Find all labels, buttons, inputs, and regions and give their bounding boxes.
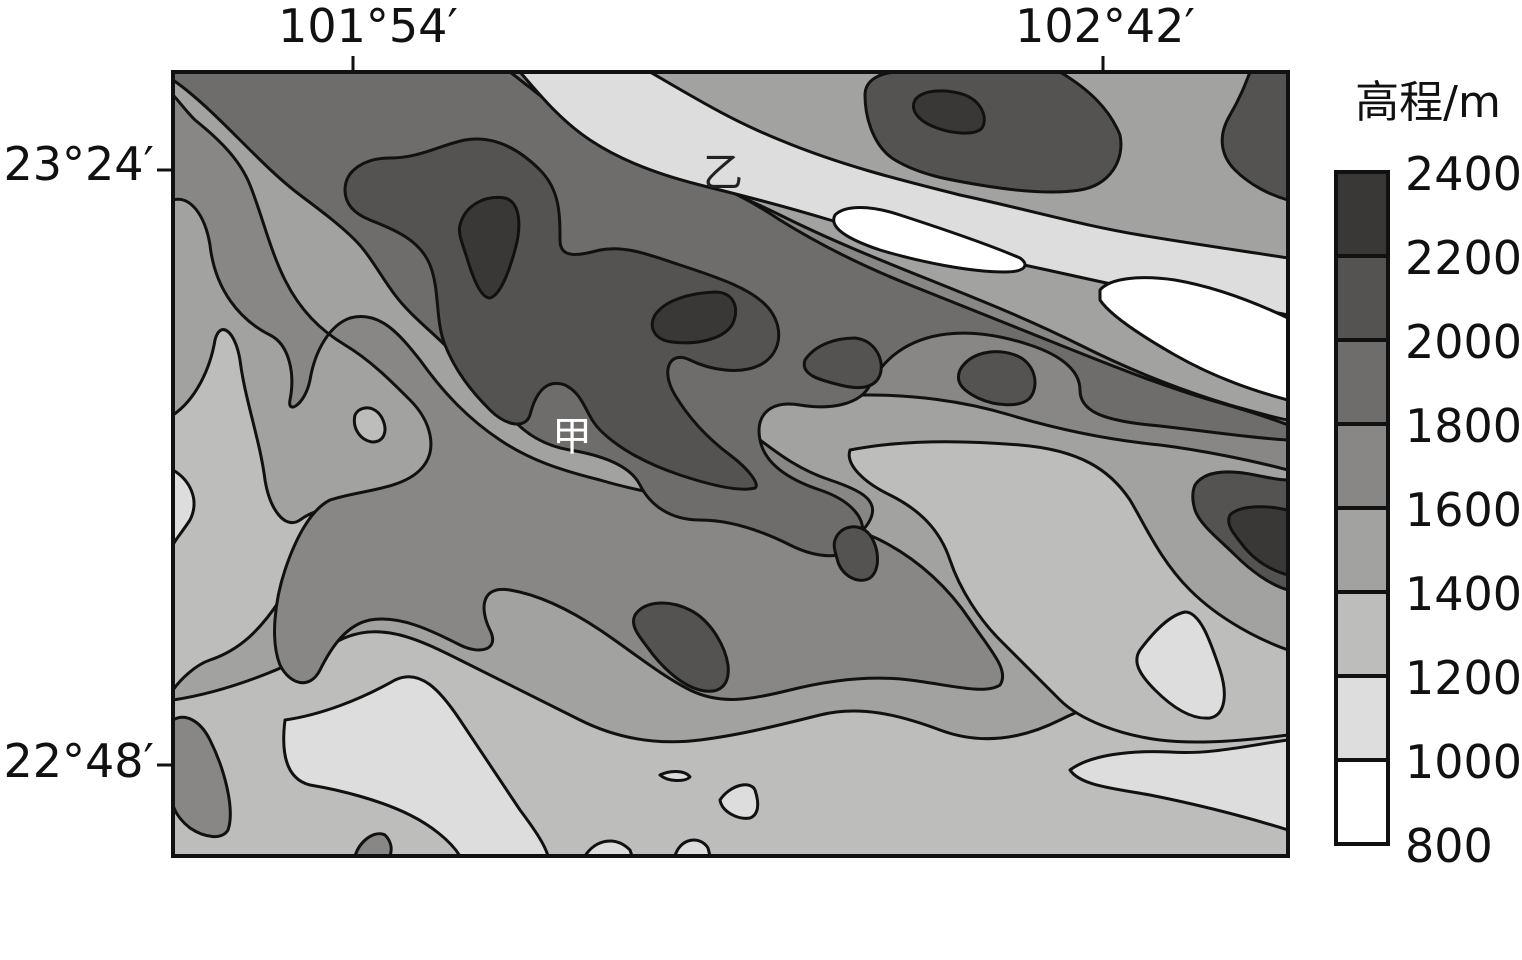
elevation-legend: 高程/m 2400 2200 2000 1800 1600 1400 1200 1000 800 <box>1334 77 1522 873</box>
band-1000-1200-se <box>1068 738 1288 832</box>
band-1000-1200-small2 <box>658 770 692 782</box>
legend-value-1200: 1200 <box>1405 651 1522 705</box>
band-2000-2200-south <box>632 601 730 693</box>
band-2000-2200-c3 <box>832 525 879 582</box>
legend-value-2400: 2400 <box>1405 147 1522 201</box>
latitude-label-2: 22°48′ <box>3 734 154 788</box>
band-2000-2200-ne2 <box>1220 72 1288 202</box>
place-label-yi: 乙 <box>703 150 743 196</box>
band-2200-2400-peak1 <box>457 195 521 300</box>
band-1000-1200-east-pocket <box>1135 610 1226 720</box>
band-1600-1800-sw2 <box>353 832 393 856</box>
legend-value-1600: 1600 <box>1405 483 1522 537</box>
longitude-label-2: 102°42′ <box>1015 0 1195 53</box>
legend-title: 高程/m <box>1355 77 1501 128</box>
band-2200-2400-peak3 <box>912 89 986 135</box>
contour-map <box>173 72 1288 856</box>
legend-swatch-800-1000 <box>1334 758 1390 846</box>
band-800-1000-valley1 <box>832 206 1027 274</box>
legend-value-800: 800 <box>1405 819 1493 873</box>
legend-swatch-2000-2200 <box>1334 254 1390 342</box>
latitude-ticks: 23°24′ 22°48′ <box>3 137 173 788</box>
longitude-label-1: 101°54′ <box>278 0 458 53</box>
legend-swatch-1200-1400 <box>1334 590 1390 678</box>
band-1000-1200-small4 <box>673 838 712 856</box>
band-2000-2200-center <box>802 336 883 389</box>
legend-swatches <box>1334 170 1390 846</box>
legend-value-1800: 1800 <box>1405 399 1522 453</box>
band-2000-2200-main <box>343 137 781 491</box>
legend-swatch-1400-1600 <box>1334 506 1390 594</box>
legend-value-2000: 2000 <box>1405 315 1522 369</box>
place-label-jia: 甲 <box>552 414 592 460</box>
band-1200-1400-blob <box>352 406 387 444</box>
band-1000-1200-sw <box>282 675 550 856</box>
legend-swatch-1000-1200 <box>1334 674 1390 762</box>
band-2200-2400-peak4 <box>1227 505 1288 577</box>
legend-value-1400: 1400 <box>1405 567 1522 621</box>
band-2200-2400-peak2 <box>650 290 738 345</box>
legend-value-2200: 2200 <box>1405 231 1522 285</box>
legend-swatch-1600-1800 <box>1334 422 1390 510</box>
legend-swatch-2200-2400 <box>1334 170 1390 258</box>
band-1600-1800-sw <box>173 715 232 838</box>
legend-values: 2400 2200 2000 1800 1600 1400 1200 1000 800 <box>1405 147 1522 873</box>
map-frame <box>171 70 1290 858</box>
latitude-label-1: 23°24′ <box>3 137 154 191</box>
band-2000-2200-center2 <box>956 350 1037 407</box>
band-1000-1200-small3 <box>583 839 634 856</box>
band-1000-1200-small1 <box>718 783 760 820</box>
legend-value-1000: 1000 <box>1405 735 1522 789</box>
longitude-ticks: 101°54′ 102°42′ <box>278 0 1195 72</box>
legend-swatch-1800-2000 <box>1334 338 1390 426</box>
